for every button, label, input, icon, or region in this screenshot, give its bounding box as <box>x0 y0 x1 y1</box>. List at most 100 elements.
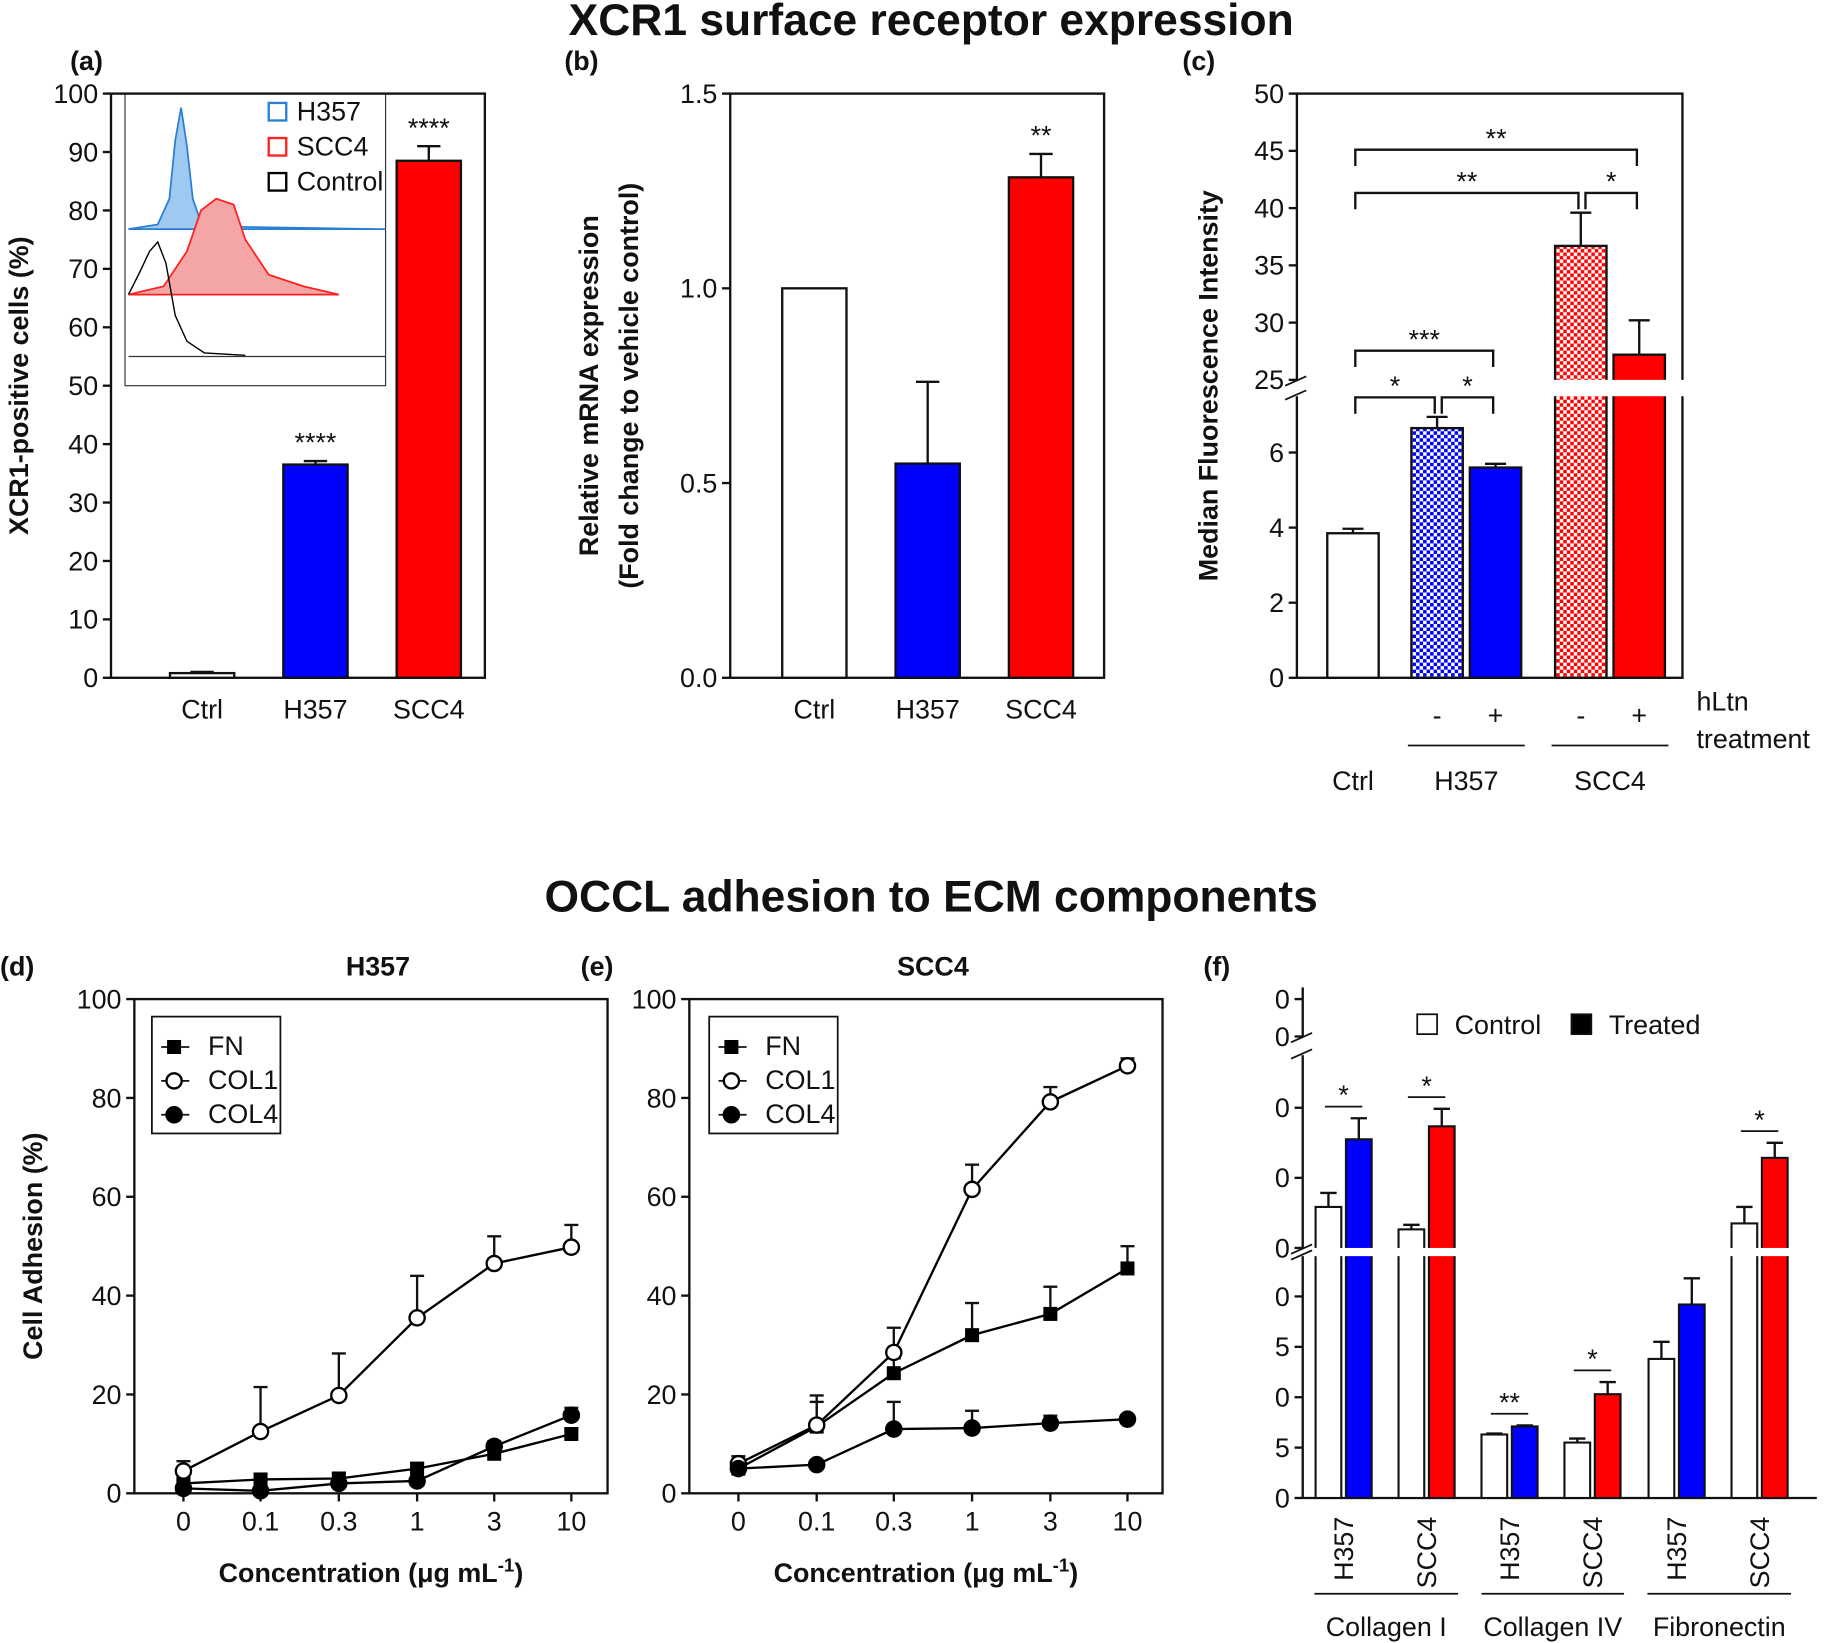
x-tick-label: 0.1 <box>798 1507 835 1537</box>
legend-label: COL1 <box>208 1065 278 1095</box>
significance-bracket <box>1440 396 1495 414</box>
x-tick-label: 10 <box>1113 1507 1143 1537</box>
marker <box>330 1386 348 1405</box>
marker <box>807 1455 826 1474</box>
inset-curve <box>128 197 340 296</box>
marker <box>174 1462 193 1480</box>
x-tick-label: 0 <box>176 1507 191 1537</box>
inset-curve <box>128 107 386 231</box>
y-tick-label: 45 <box>1254 136 1284 166</box>
y-tick-label: 50 <box>1254 79 1284 109</box>
marker <box>885 1420 903 1438</box>
y-tick-label: 60 <box>92 1182 122 1212</box>
y-axis-label: Cell Adhesion (%) <box>18 1133 48 1360</box>
significance-bracket <box>1584 191 1639 210</box>
y-tick-label: 30 <box>68 488 98 518</box>
x-tick-label: H357 <box>1329 1517 1359 1581</box>
legend-label: H357 <box>297 96 361 126</box>
significance: ** <box>1031 121 1052 151</box>
axis-break-mark <box>1290 1249 1313 1261</box>
inset-frame <box>124 93 387 387</box>
x-axis-label: Concentration (μg mL-1) <box>219 1555 524 1589</box>
y-tick-label: 2 <box>1269 588 1284 618</box>
heading: OCCL adhesion to ECM components <box>545 872 1318 921</box>
marker <box>965 1328 980 1343</box>
y-tick-label: 0 <box>107 1479 122 1509</box>
significance: * <box>1390 371 1401 401</box>
y-tick-label: 0 <box>1269 663 1284 693</box>
chart-title: H357 <box>346 952 410 982</box>
x-tick-label: H357 <box>1495 1517 1525 1581</box>
legend-label: SCC4 <box>297 132 369 162</box>
x-tick-label: Ctrl <box>181 695 223 725</box>
inset-curve <box>127 240 246 357</box>
y-tick-label: 0 <box>1275 1282 1290 1312</box>
axis-break-mark <box>1284 389 1307 401</box>
y-tick-label: 60 <box>68 313 98 343</box>
y-tick-label: 4 <box>1269 513 1284 543</box>
legend-marker <box>722 1072 741 1090</box>
series-line <box>737 1064 1128 1465</box>
y-tick-label: 35 <box>1254 251 1284 281</box>
y-tick-label: 0 <box>83 663 98 693</box>
x-tick-label: - <box>1433 701 1442 731</box>
x-tick-label: SCC4 <box>1005 695 1077 725</box>
y-tick-label: 60 <box>647 1182 677 1212</box>
bar <box>1612 353 1667 679</box>
legend-marker <box>722 1105 741 1124</box>
marker <box>1118 1057 1137 1075</box>
marker <box>1118 1410 1137 1428</box>
heading: XCR1 surface receptor expression <box>569 0 1294 45</box>
panel-label: (a) <box>70 46 103 76</box>
series-line <box>182 1246 572 1473</box>
plot-frame <box>688 997 1164 1495</box>
significance: * <box>1587 1344 1598 1374</box>
bar <box>1593 1393 1622 1500</box>
marker <box>408 1472 426 1490</box>
x-tick-label: SCC4 <box>1745 1517 1775 1589</box>
significance-bracket <box>1354 148 1639 167</box>
x-tick-label: 0.3 <box>875 1507 912 1537</box>
y-tick-label: 50 <box>68 371 98 401</box>
legend-swatch <box>1416 1013 1438 1036</box>
marker <box>1041 1414 1060 1432</box>
marker <box>1120 1261 1135 1276</box>
bar <box>1677 1303 1706 1500</box>
marker <box>564 1426 579 1442</box>
x-tick-label: - <box>1576 701 1585 731</box>
y-tick-label: 0 <box>1275 984 1290 1014</box>
series-line <box>183 1414 572 1493</box>
marker <box>807 1416 826 1434</box>
y-tick-label: 40 <box>647 1281 677 1311</box>
marker <box>963 1180 981 1199</box>
significance-bracket <box>1354 349 1495 368</box>
marker <box>885 1343 903 1362</box>
x-axis-label-part: ) <box>514 1558 523 1588</box>
x-tick-label: 1 <box>965 1507 980 1537</box>
x-tick-label: 1 <box>410 1507 425 1537</box>
y-tick-label: 0 <box>1275 1163 1290 1193</box>
bar <box>1468 466 1523 679</box>
x-axis-label: Concentration (μg mL-1) <box>774 1555 1079 1589</box>
legend-label: Control <box>297 167 384 197</box>
bar <box>1563 1441 1592 1500</box>
series-line <box>183 1432 572 1485</box>
y-tick-label: 5 <box>1275 1332 1290 1362</box>
x-tick-label: 0 <box>731 1507 746 1537</box>
x-axis-label-part: Concentration (μg mL <box>219 1558 498 1588</box>
bar <box>1344 1138 1373 1500</box>
bar <box>282 463 349 679</box>
y-tick-label: 0 <box>1275 1383 1290 1413</box>
y-tick-label: 0 <box>1275 1022 1290 1052</box>
marker <box>408 1309 426 1327</box>
marker <box>963 1419 981 1437</box>
axis-break <box>1280 379 1685 397</box>
marker <box>1043 1306 1058 1321</box>
y-tick-label: 0.0 <box>680 663 717 693</box>
marker <box>562 1406 581 1424</box>
y-tick-label: 40 <box>68 429 98 459</box>
legend-label: FN <box>208 1031 244 1061</box>
x-tick-label: SCC4 <box>1578 1517 1608 1589</box>
x-tick-label: H357 <box>1662 1517 1692 1581</box>
significance-bracket <box>1354 396 1436 414</box>
